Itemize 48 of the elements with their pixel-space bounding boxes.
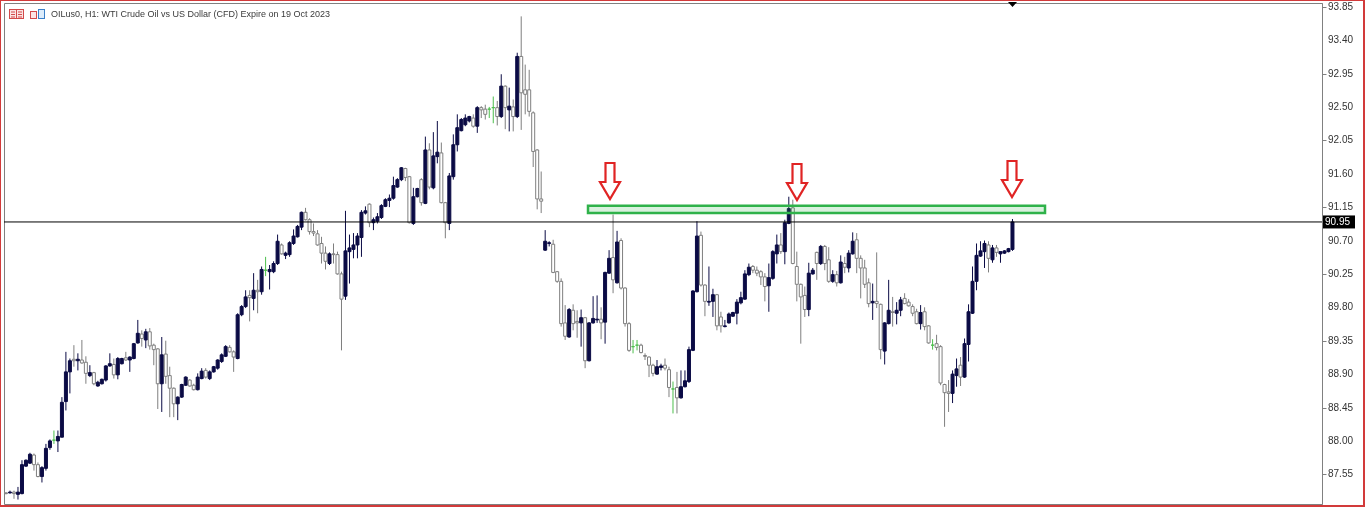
candlestick: [575, 309, 580, 339]
y-tick-label: 93.85: [1328, 0, 1354, 12]
y-tick-label: 87.55: [1328, 468, 1354, 480]
candlestick: [670, 381, 675, 414]
y-tick-label: 91.15: [1328, 201, 1354, 213]
y-tick-label: 92.95: [1328, 67, 1354, 79]
candlestick: [579, 309, 584, 348]
y-tick-label: 91.60: [1328, 167, 1354, 179]
candlestick: [838, 254, 843, 285]
candlestick: [826, 246, 831, 284]
candlestick: [111, 358, 116, 380]
candlestick: [762, 272, 767, 302]
candlestick: [818, 244, 823, 266]
candlestick: [367, 202, 372, 228]
y-tick-label: 92.50: [1328, 100, 1354, 112]
candlestick: [511, 98, 516, 132]
y-tick-label: 88.45: [1328, 401, 1354, 413]
candlestick: [251, 272, 256, 311]
candlestick: [678, 369, 683, 400]
candlestick: [595, 294, 600, 324]
candlestick: [894, 301, 899, 325]
candlestick: [83, 355, 88, 385]
candlestick: [674, 371, 679, 414]
y-tick-label: 88.90: [1328, 368, 1354, 380]
candlestick: [267, 264, 272, 290]
candlestick: [874, 251, 879, 309]
y-tick-label: 90.25: [1328, 267, 1354, 279]
candlestick: [870, 283, 875, 321]
candlestick: [319, 236, 324, 265]
candlestick: [87, 364, 92, 378]
candlestick: [802, 286, 807, 318]
candlestick: [259, 265, 264, 296]
y-tick-label: 88.00: [1328, 434, 1354, 446]
candlestick: [503, 84, 508, 130]
ref-line-label: 90.95: [1325, 215, 1351, 227]
y-tick-label: 89.80: [1328, 301, 1354, 313]
candlestick: [495, 100, 500, 126]
y-tick-label: 92.05: [1328, 134, 1354, 146]
candlestick: [890, 296, 895, 328]
candlestick: [115, 356, 120, 380]
candlestick: [419, 177, 424, 207]
candlestick: [778, 232, 783, 255]
y-tick-label: 90.70: [1328, 234, 1354, 246]
text: OILus0, H1: WTI Crude Oil vs US Dollar (CFD) Expire on 19 Oct 2023: [51, 9, 331, 19]
candlestick: [599, 306, 604, 340]
y-tick-label: 93.40: [1328, 34, 1354, 46]
candlestick: [507, 87, 512, 132]
y-tick-label: 89.35: [1328, 334, 1354, 346]
